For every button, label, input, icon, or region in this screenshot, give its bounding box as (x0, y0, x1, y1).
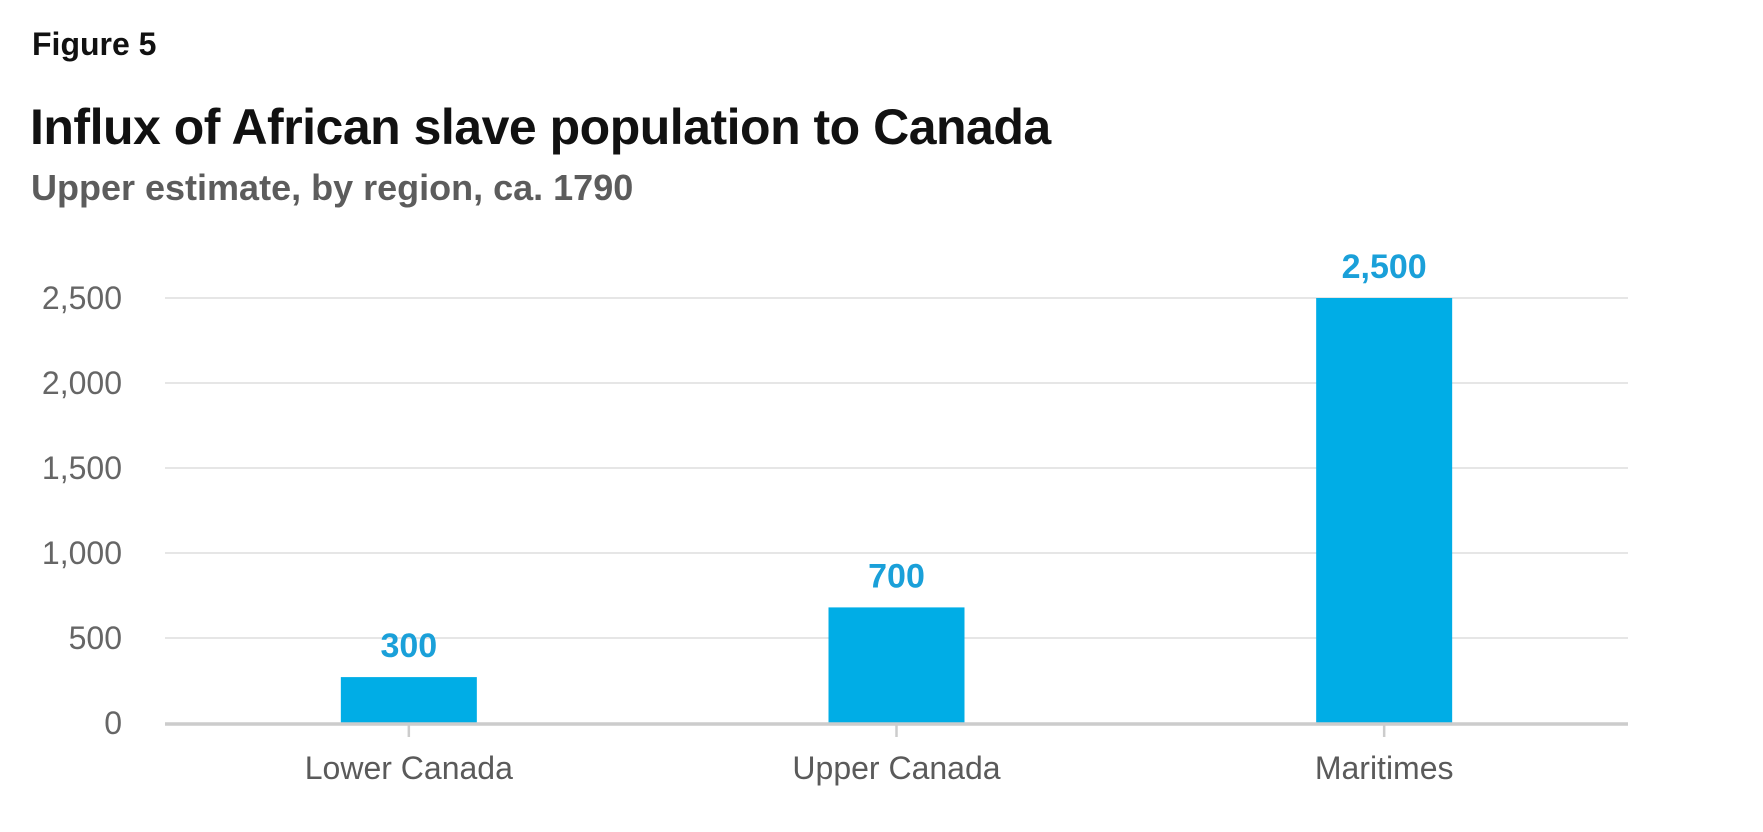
bar-maritimes (1316, 298, 1453, 723)
y-tick-label: 0 (104, 705, 122, 741)
x-category-label: Maritimes (1315, 750, 1454, 786)
y-tick-label: 1,500 (42, 450, 122, 486)
y-axis-tick-labels: 0 500 1,000 1,500 2,000 2,500 (42, 280, 122, 741)
y-tick-label: 2,000 (42, 365, 122, 401)
x-category-label: Lower Canada (305, 750, 513, 786)
chart-subtitle: Upper estimate, by region, ca. 1790 (31, 167, 634, 208)
bars (340, 298, 1453, 723)
x-axis-category-labels: Lower Canada Upper Canada Maritimes (305, 750, 1454, 786)
bar-lower-canada (340, 677, 477, 723)
y-tick-label: 2,500 (42, 280, 122, 316)
y-tick-label: 500 (69, 620, 122, 656)
data-label: 300 (380, 627, 437, 665)
data-label: 700 (868, 557, 925, 595)
figure-label: Figure 5 (32, 26, 157, 62)
x-axis (165, 722, 1628, 737)
chart-title: Influx of African slave population to Ca… (30, 99, 1051, 155)
data-labels: 300 700 2,500 (380, 248, 1426, 665)
data-label: 2,500 (1342, 248, 1427, 286)
x-category-label: Upper Canada (792, 750, 1000, 786)
y-tick-label: 1,000 (42, 535, 122, 571)
bar-upper-canada (828, 607, 965, 723)
